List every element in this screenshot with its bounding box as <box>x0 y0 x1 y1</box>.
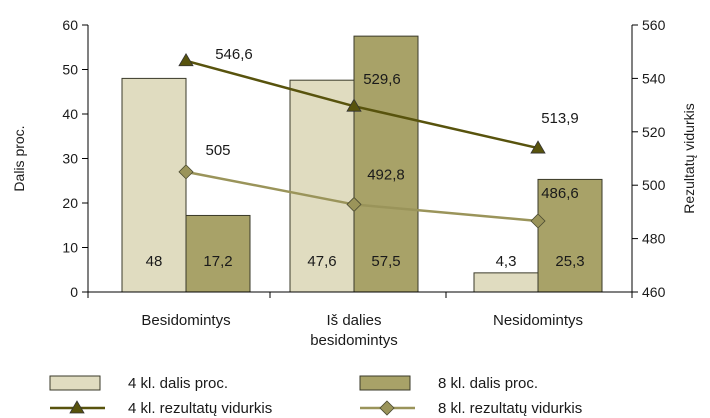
line-marker-diamond <box>178 164 194 180</box>
y-axis-title-left: Dalis proc. <box>11 125 27 191</box>
line-marker-triangle <box>530 140 546 154</box>
y-tick-label-right: 520 <box>642 124 666 140</box>
y-tick-label-left: 10 <box>62 240 78 256</box>
bar-1-1 <box>121 77 187 293</box>
line-data-label: 513,9 <box>541 110 579 127</box>
bar-data-label: 57,5 <box>371 253 400 270</box>
line-marker-triangle <box>178 52 194 67</box>
y-tick-label-left: 20 <box>62 195 78 211</box>
legend-swatch-bar <box>359 375 411 391</box>
bar-data-label: 47,6 <box>307 253 336 270</box>
line-marker-triangle <box>346 98 362 112</box>
legend-label: 4 kl. rezultatų vidurkis <box>128 400 272 417</box>
x-category-label: Iš dalies <box>326 312 381 329</box>
line-marker-diamond <box>346 196 362 212</box>
line-data-label: 505 <box>205 142 230 159</box>
legend-marker-triangle <box>69 400 85 414</box>
bar-1-2 <box>289 79 355 293</box>
bar-data-label: 48 <box>146 253 163 270</box>
line-data-label: 546,6 <box>215 46 253 63</box>
y-tick-label-left: 50 <box>62 62 78 78</box>
x-category-label: besidomintys <box>310 332 398 349</box>
line-data-label: 492,8 <box>367 166 405 183</box>
bar-data-label: 25,3 <box>555 253 584 270</box>
line-marker-diamond <box>530 213 546 229</box>
y-axis-title-right: Rezultatų vidurkis <box>681 103 697 214</box>
y-tick-label-right: 480 <box>642 231 666 247</box>
x-category-label: Besidomintys <box>141 312 230 329</box>
y-tick-label-right: 560 <box>642 17 666 33</box>
y-tick-label-right: 460 <box>642 284 666 300</box>
x-category-label: Nesidomintys <box>493 312 583 329</box>
y-tick-label-left: 30 <box>62 151 78 167</box>
y-tick-label-right: 500 <box>642 177 666 193</box>
bar-2-1 <box>185 214 251 293</box>
line-data-label: 529,6 <box>363 71 401 88</box>
y-tick-label-left: 40 <box>62 106 78 122</box>
bar-data-label: 17,2 <box>203 253 232 270</box>
legend-label: 4 kl. dalis proc. <box>128 375 228 392</box>
legend-marker-diamond <box>379 400 395 416</box>
bar-data-label: 4,3 <box>496 253 517 270</box>
line-data-label: 486,6 <box>541 185 579 202</box>
y-tick-label-right: 540 <box>642 70 666 86</box>
y-tick-label-left: 0 <box>70 284 78 300</box>
legend-label: 8 kl. rezultatų vidurkis <box>438 400 582 417</box>
bar-2-2 <box>353 35 419 293</box>
legend-swatch-bar <box>49 375 101 391</box>
y-tick-label-left: 60 <box>62 17 78 33</box>
legend-label: 8 kl. dalis proc. <box>438 375 538 392</box>
bar-2-3 <box>537 178 603 293</box>
bar-1-3 <box>473 272 539 293</box>
